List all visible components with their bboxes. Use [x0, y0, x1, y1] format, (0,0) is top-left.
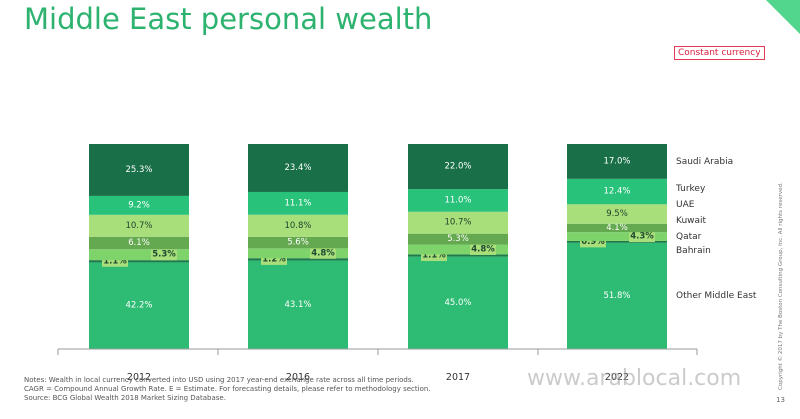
bar-segment — [89, 214, 189, 237]
qatar-callout-box — [310, 247, 336, 259]
bar-segment — [89, 249, 189, 261]
bar-value-label: 11.0% — [444, 195, 471, 205]
bar-value-label: 0.9% — [581, 237, 605, 247]
qatar-callout-box — [151, 249, 177, 261]
legend-label: Saudi Arabia — [676, 157, 733, 167]
legend-label: Other Middle East — [676, 291, 757, 301]
legend-label: Turkey — [675, 184, 706, 194]
copyright-notice: Copyright © 2017 by The Boston Consultin… — [778, 182, 784, 390]
bar-segment — [89, 144, 189, 196]
bar-segment — [567, 223, 667, 233]
qatar-callout-box — [629, 231, 655, 243]
x-tick-label: 2017 — [446, 372, 470, 383]
bar-segment — [567, 144, 667, 179]
bar-value-label: 43.1% — [284, 300, 311, 310]
legend-label: Kuwait — [676, 216, 707, 226]
bar-segment — [248, 144, 348, 192]
bar-segment — [408, 233, 508, 245]
x-tick-label: 2016 — [286, 372, 310, 383]
footer-notes: Notes: Wealth in local currency converte… — [24, 376, 431, 403]
bar-segment — [89, 262, 189, 349]
corner-accent — [766, 0, 800, 34]
bar-value-label: 6.1% — [128, 238, 150, 248]
bar-value-label: 22.0% — [444, 162, 471, 172]
bahrain-callout-box — [421, 250, 447, 262]
bar-value-label: 12.4% — [603, 187, 630, 197]
bar-segment — [89, 236, 189, 250]
legend-label: UAE — [676, 200, 695, 210]
bar-segment — [567, 204, 667, 224]
bahrain-callout-box — [261, 253, 287, 265]
bar-segment — [408, 211, 508, 234]
bar-value-label: 1.1% — [103, 256, 127, 266]
bar-segment — [248, 236, 348, 249]
bar-value-label: 4.8% — [471, 244, 495, 254]
bar-segment — [89, 195, 189, 215]
bar-segment — [567, 178, 667, 205]
bar-segment — [567, 240, 667, 243]
bahrain-callout-box — [580, 236, 606, 248]
bar-segment — [408, 244, 508, 255]
watermark: www.arablocal.com — [527, 366, 742, 391]
bar-segment — [408, 189, 508, 212]
bar-segment — [567, 242, 667, 349]
bar-segment — [408, 256, 508, 349]
bar-value-label: 4.8% — [311, 248, 335, 258]
notes-line: Source: BCG Global Wealth 2018 Market Si… — [24, 394, 226, 402]
bar-segment — [567, 232, 667, 241]
bar-segment — [248, 214, 348, 237]
page-number: 13 — [776, 396, 785, 404]
bar-value-label: 9.5% — [606, 209, 628, 219]
bar-segment — [408, 254, 508, 257]
bahrain-callout-box — [102, 255, 128, 267]
bar-value-label: 51.8% — [603, 291, 630, 301]
bar-segment — [248, 248, 348, 259]
bar-value-label: 4.3% — [630, 232, 654, 242]
bar-value-label: 45.0% — [444, 298, 471, 308]
legend-label: Qatar — [676, 232, 702, 242]
bar-segment — [248, 258, 348, 261]
x-tick-label: 2022 — [605, 372, 629, 383]
page-title: Middle East personal wealth — [24, 2, 433, 36]
bar-segment — [89, 260, 189, 263]
bar-value-label: 10.8% — [284, 221, 311, 231]
bar-value-label: 1.1% — [422, 251, 446, 261]
bar-segment — [248, 260, 348, 349]
bar-value-label: 1.2% — [262, 254, 286, 264]
bar-value-label: 17.0% — [603, 156, 630, 166]
bar-value-label: 9.2% — [128, 200, 150, 210]
bar-value-label: 4.1% — [606, 223, 628, 233]
bar-value-label: 11.1% — [284, 198, 311, 208]
legend-label: Bahrain — [676, 246, 711, 256]
bar-segment — [408, 144, 508, 190]
constant-currency-badge: Constant currency — [674, 46, 765, 60]
bar-value-label: 5.6% — [287, 238, 309, 248]
bar-value-label: 10.7% — [444, 218, 471, 228]
bar-segment — [248, 191, 348, 215]
bar-value-label: 25.3% — [125, 165, 152, 175]
qatar-callout-box — [470, 243, 496, 255]
bar-value-label: 10.7% — [125, 221, 152, 231]
bar-value-label: 23.4% — [284, 163, 311, 173]
notes-line: CAGR = Compound Annual Growth Rate. E = … — [24, 385, 431, 393]
bar-value-label: 5.3% — [152, 250, 176, 260]
bar-value-label: 5.3% — [447, 234, 469, 244]
bar-value-label: 42.2% — [125, 301, 152, 311]
notes-line: Notes: Wealth in local currency converte… — [24, 376, 414, 384]
x-tick-label: 2012 — [127, 372, 151, 383]
